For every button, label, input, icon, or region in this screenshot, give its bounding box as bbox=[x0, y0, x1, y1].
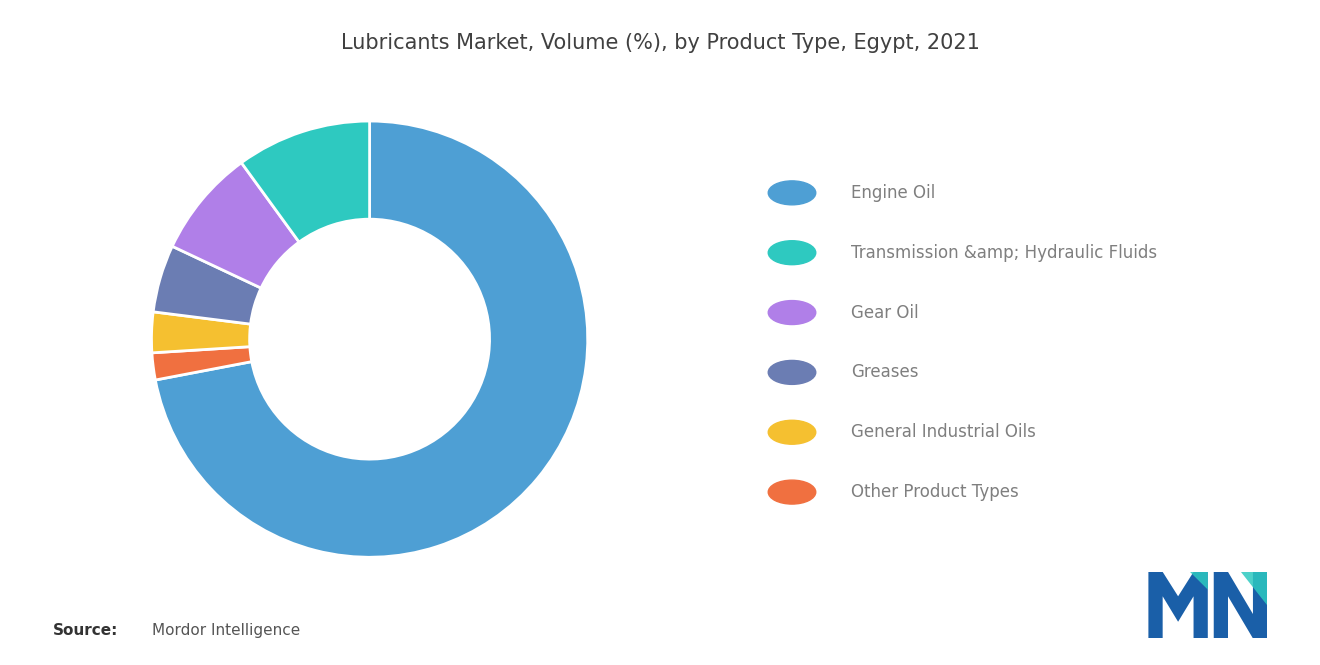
Text: Greases: Greases bbox=[851, 363, 919, 382]
Text: Source:: Source: bbox=[53, 623, 119, 638]
Text: Gear Oil: Gear Oil bbox=[851, 303, 919, 322]
Wedge shape bbox=[156, 121, 587, 557]
Text: Lubricants Market, Volume (%), by Product Type, Egypt, 2021: Lubricants Market, Volume (%), by Produc… bbox=[341, 33, 979, 53]
Text: General Industrial Oils: General Industrial Oils bbox=[851, 423, 1036, 442]
Polygon shape bbox=[1241, 572, 1267, 605]
Wedge shape bbox=[153, 246, 261, 324]
Wedge shape bbox=[242, 121, 370, 242]
Wedge shape bbox=[152, 312, 251, 353]
Text: Transmission &amp; Hydraulic Fluids: Transmission &amp; Hydraulic Fluids bbox=[851, 243, 1158, 262]
Polygon shape bbox=[1181, 572, 1208, 590]
Polygon shape bbox=[1148, 572, 1208, 638]
Polygon shape bbox=[1214, 572, 1267, 638]
Text: Mordor Intelligence: Mordor Intelligence bbox=[152, 623, 300, 638]
Wedge shape bbox=[152, 346, 252, 380]
Text: Other Product Types: Other Product Types bbox=[851, 483, 1019, 501]
Wedge shape bbox=[172, 163, 300, 288]
Text: Engine Oil: Engine Oil bbox=[851, 184, 936, 202]
